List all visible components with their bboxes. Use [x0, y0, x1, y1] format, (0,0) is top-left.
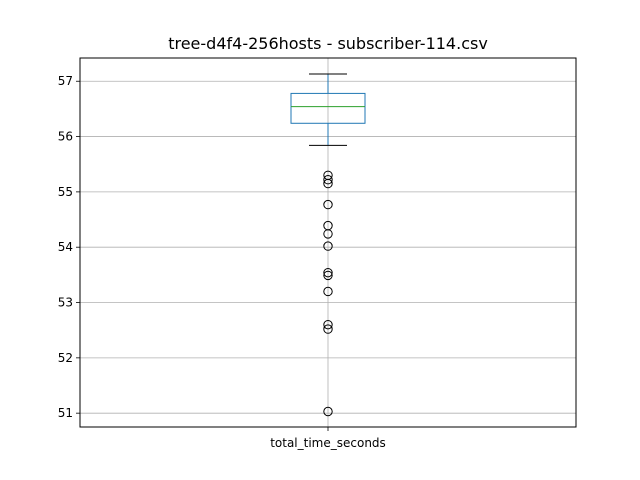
x-tick-label: total_time_seconds	[270, 436, 386, 450]
outlier-point	[323, 199, 333, 210]
y-tick-label: 55	[58, 185, 73, 199]
outlier-point	[323, 178, 333, 189]
outlier-point	[323, 241, 333, 251]
plot-area	[290, 73, 366, 417]
outlier-point	[323, 229, 333, 239]
y-tick-label: 51	[58, 406, 73, 420]
interquartile-box	[290, 92, 366, 124]
outlier-point	[323, 175, 333, 185]
chart-title: tree-d4f4-256hosts - subscriber-114.csv	[168, 34, 488, 53]
outlier-point	[323, 406, 333, 417]
axes: 51 52 53 54 55 56 57 total_time_seconds	[58, 74, 386, 450]
outlier-point	[323, 319, 333, 330]
y-tick-label: 57	[58, 74, 73, 88]
y-tick-label: 56	[58, 130, 73, 144]
outlier-point	[323, 270, 333, 281]
outlier-point	[323, 324, 333, 334]
y-tick-label: 54	[58, 240, 73, 254]
y-tick-label: 53	[58, 296, 73, 310]
grid-lines	[80, 58, 576, 427]
outlier-point	[323, 267, 333, 278]
y-tick-label: 52	[58, 351, 73, 365]
outlier-point	[323, 286, 333, 297]
